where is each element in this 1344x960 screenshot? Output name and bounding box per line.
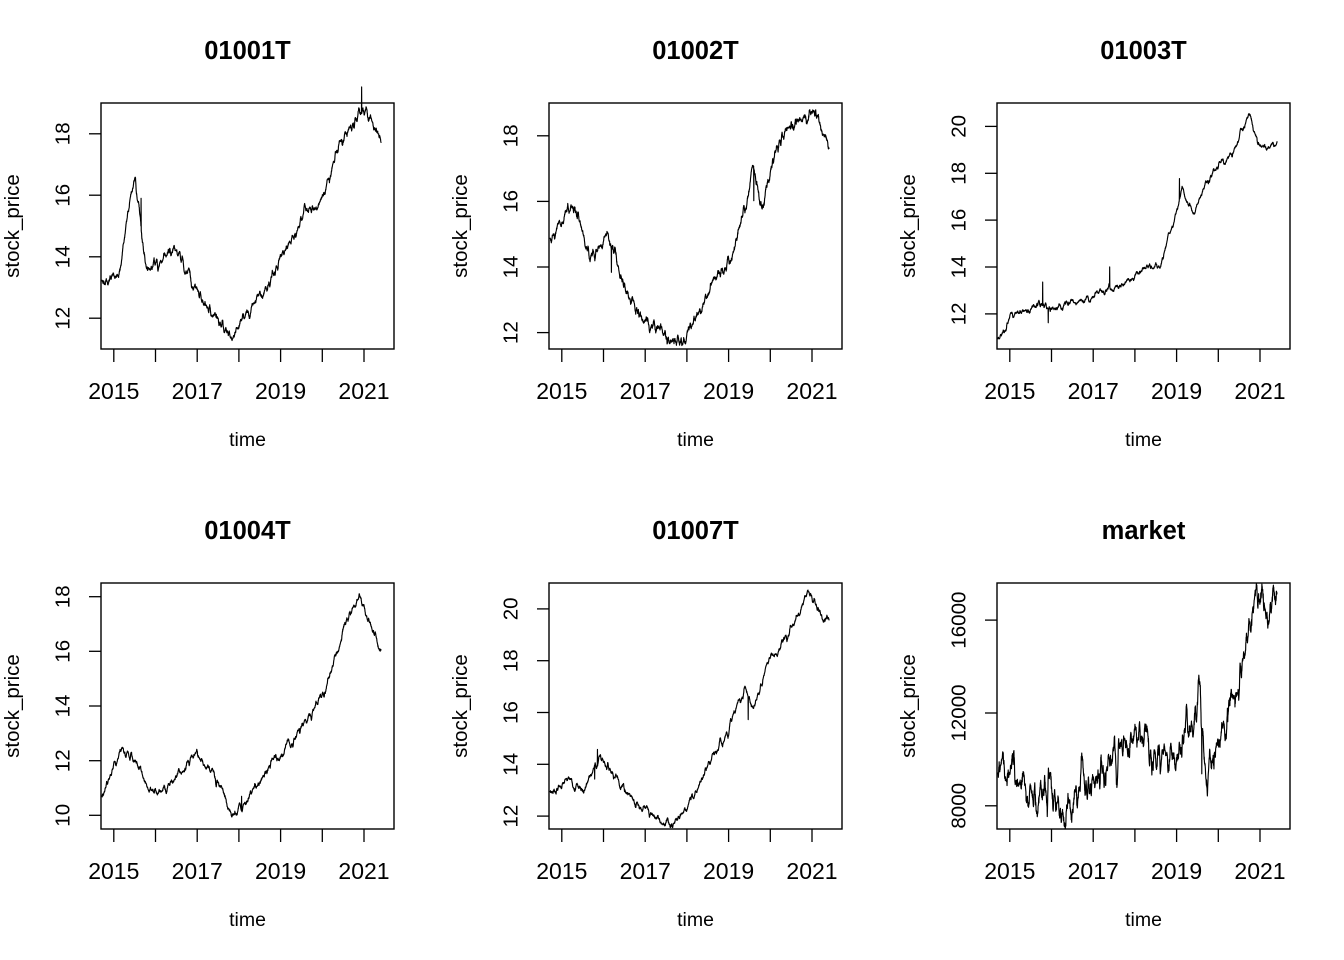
svg-text:time: time [229, 909, 266, 931]
svg-text:8000: 8000 [947, 783, 970, 829]
svg-text:2015: 2015 [88, 858, 139, 884]
svg-text:2019: 2019 [703, 858, 754, 884]
svg-text:time: time [1125, 429, 1162, 451]
svg-text:stock_price: stock_price [449, 174, 472, 278]
svg-text:16: 16 [499, 190, 522, 213]
svg-text:2019: 2019 [1151, 378, 1202, 404]
svg-text:2021: 2021 [338, 378, 389, 404]
svg-text:01003T: 01003T [1100, 37, 1187, 65]
svg-text:12: 12 [499, 805, 522, 828]
svg-text:18: 18 [499, 124, 522, 147]
svg-text:12000: 12000 [947, 684, 970, 741]
svg-text:14: 14 [51, 695, 74, 718]
svg-text:14: 14 [499, 256, 522, 279]
svg-text:stock_price: stock_price [1, 654, 24, 758]
svg-text:14: 14 [499, 753, 522, 776]
svg-text:2021: 2021 [786, 858, 837, 884]
svg-text:stock_price: stock_price [897, 654, 920, 758]
svg-text:time: time [677, 909, 714, 931]
svg-text:12: 12 [51, 307, 74, 330]
svg-text:stock_price: stock_price [1, 174, 24, 278]
svg-text:18: 18 [51, 585, 74, 608]
svg-text:2019: 2019 [255, 858, 306, 884]
svg-text:14: 14 [51, 245, 74, 268]
svg-text:2021: 2021 [1234, 858, 1285, 884]
svg-text:01007T: 01007T [652, 517, 739, 545]
svg-text:16: 16 [51, 640, 74, 663]
svg-text:16: 16 [947, 209, 970, 232]
svg-text:2017: 2017 [172, 378, 223, 404]
svg-text:12: 12 [51, 749, 74, 772]
svg-text:16000: 16000 [947, 592, 970, 649]
svg-text:2021: 2021 [338, 858, 389, 884]
svg-text:2015: 2015 [88, 378, 139, 404]
svg-text:12: 12 [499, 321, 522, 344]
svg-text:2019: 2019 [255, 378, 306, 404]
svg-text:2019: 2019 [1151, 858, 1202, 884]
svg-text:01002T: 01002T [652, 37, 739, 65]
svg-text:2017: 2017 [620, 378, 671, 404]
svg-text:16: 16 [51, 184, 74, 207]
svg-text:market: market [1102, 517, 1186, 545]
svg-text:2015: 2015 [984, 378, 1035, 404]
svg-text:01004T: 01004T [204, 517, 291, 545]
svg-text:16: 16 [499, 701, 522, 724]
svg-text:time: time [677, 429, 714, 451]
svg-text:14: 14 [947, 256, 970, 279]
svg-text:time: time [1125, 909, 1162, 931]
svg-text:01001T: 01001T [204, 37, 291, 65]
svg-text:2021: 2021 [1234, 378, 1285, 404]
svg-text:20: 20 [947, 115, 970, 138]
svg-text:2017: 2017 [620, 858, 671, 884]
svg-text:18: 18 [947, 162, 970, 185]
svg-text:time: time [229, 429, 266, 451]
svg-text:2015: 2015 [536, 858, 587, 884]
svg-text:2017: 2017 [1068, 858, 1119, 884]
svg-text:18: 18 [499, 649, 522, 672]
svg-text:2019: 2019 [703, 378, 754, 404]
svg-text:2021: 2021 [786, 378, 837, 404]
svg-text:10: 10 [51, 804, 74, 827]
svg-text:18: 18 [51, 122, 74, 145]
svg-text:2015: 2015 [536, 378, 587, 404]
svg-text:12: 12 [947, 302, 970, 325]
svg-text:2017: 2017 [1068, 378, 1119, 404]
svg-text:20: 20 [499, 597, 522, 620]
svg-text:stock_price: stock_price [449, 654, 472, 758]
svg-text:2015: 2015 [984, 858, 1035, 884]
svg-text:stock_price: stock_price [897, 174, 920, 278]
svg-text:2017: 2017 [172, 858, 223, 884]
